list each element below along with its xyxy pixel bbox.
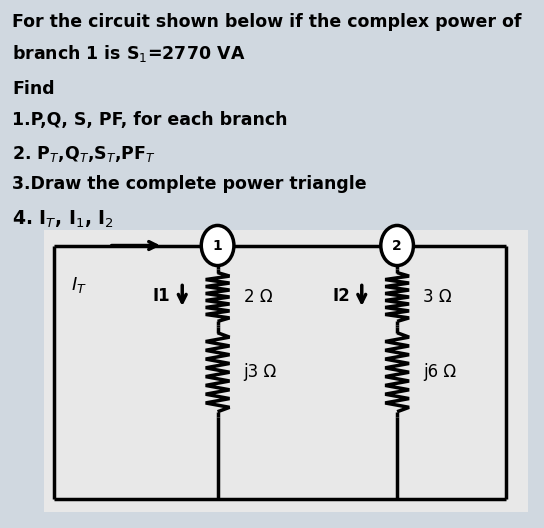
Text: I1: I1 [153,287,170,305]
Text: 1.P,Q, S, PF, for each branch: 1.P,Q, S, PF, for each branch [12,111,287,129]
Text: j3 Ω: j3 Ω [244,363,277,381]
Ellipse shape [201,225,234,266]
Text: 1: 1 [213,239,222,252]
Text: I2: I2 [332,287,350,305]
Text: For the circuit shown below if the complex power of: For the circuit shown below if the compl… [12,13,522,31]
Text: 4. I$_T$, I$_1$, I$_2$: 4. I$_T$, I$_1$, I$_2$ [12,209,114,230]
Text: 2. P$_T$,Q$_T$,S$_T$,PF$_T$: 2. P$_T$,Q$_T$,S$_T$,PF$_T$ [12,144,156,164]
Text: 3.Draw the complete power triangle: 3.Draw the complete power triangle [12,175,367,193]
Text: $I_T$: $I_T$ [71,275,87,295]
Text: j6 Ω: j6 Ω [423,363,456,381]
Ellipse shape [381,225,413,266]
Bar [44,230,528,512]
Text: Find: Find [12,80,54,98]
Text: 3 Ω: 3 Ω [423,288,452,306]
Text: 2 Ω: 2 Ω [244,288,273,306]
Text: 2: 2 [392,239,402,252]
Text: branch 1 is S$_1$=2770 VA: branch 1 is S$_1$=2770 VA [12,43,245,64]
